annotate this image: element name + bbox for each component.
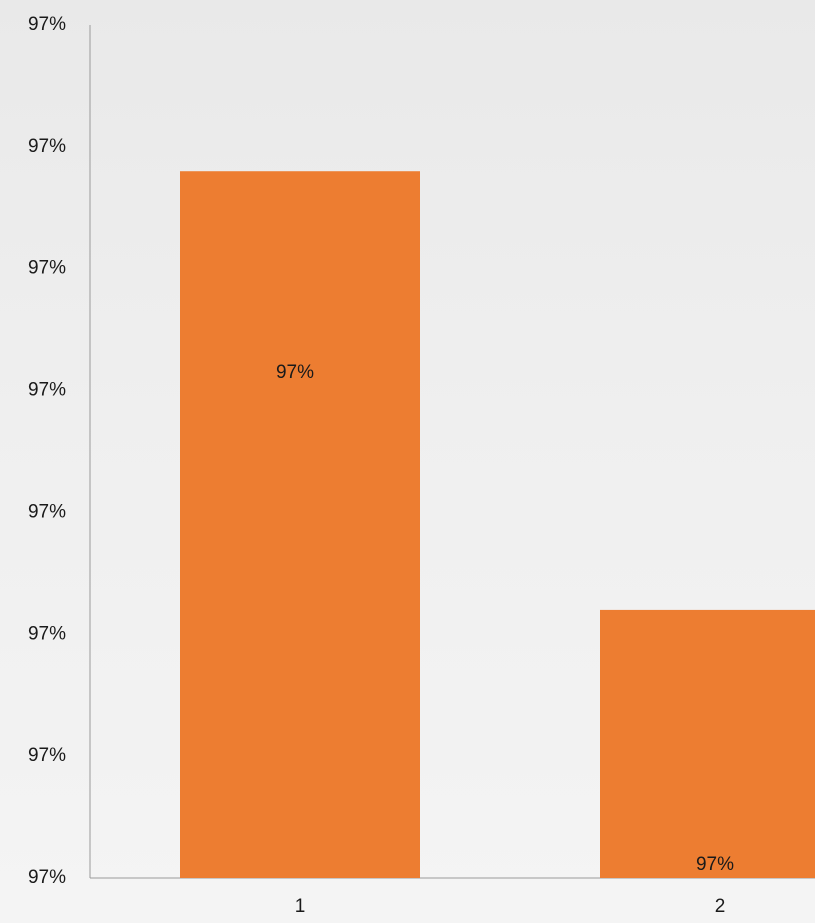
bar (180, 171, 420, 878)
y-tick-label: 97% (28, 623, 66, 644)
y-tick-label: 97% (28, 867, 66, 888)
chart: 97% 97% 97% 97% 97% 97% 97% 97% 97% 1 97% 2 (0, 0, 815, 923)
page: 97%97%97%97%97%97%97%97%97%197%2 (() => … (0, 0, 815, 923)
x-tick-label: 1 (295, 896, 306, 917)
y-tick-label: 97% (28, 14, 66, 35)
data-label: 97% (696, 854, 734, 875)
y-tick-label: 97% (28, 380, 66, 401)
y-tick-label: 97% (28, 136, 66, 157)
y-tick-label: 97% (28, 745, 66, 766)
data-label: 97% (276, 362, 314, 383)
y-tick-label: 97% (28, 258, 66, 279)
y-tick-label: 97% (28, 501, 66, 522)
bar (600, 610, 815, 878)
x-tick-label: 2 (715, 896, 726, 917)
